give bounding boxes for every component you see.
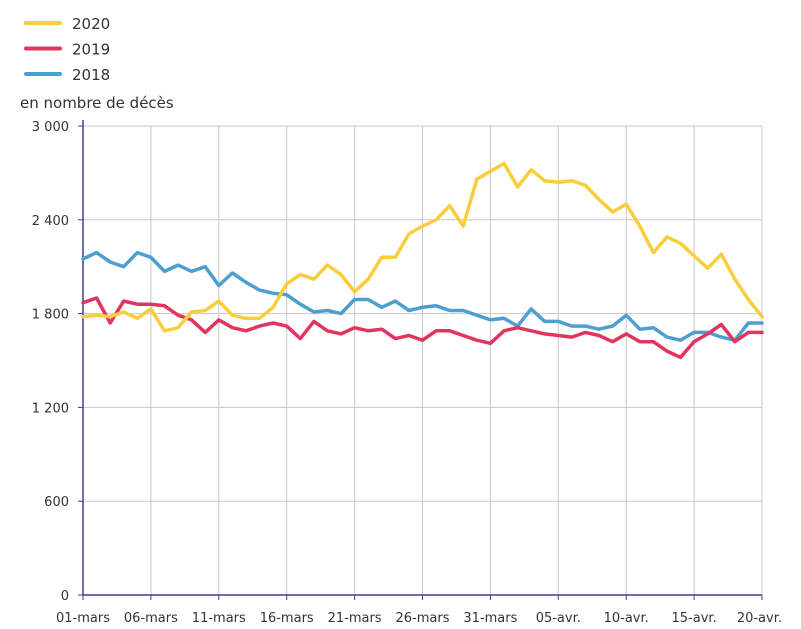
y-axis-label: en nombre de décès — [20, 94, 174, 112]
legend-label: 2019 — [72, 41, 110, 59]
axes — [82, 120, 762, 596]
legend-label: 2020 — [72, 15, 110, 33]
x-tick-label: 06-mars — [124, 611, 178, 626]
y-tick-label: 2 400 — [32, 214, 69, 229]
x-tick-label: 21-mars — [328, 611, 382, 626]
y-axis-ticks: 0 600 1 200 1 800 2 400 3 000 — [32, 120, 83, 604]
y-tick-label: 1 200 — [32, 401, 69, 416]
y-tick-label: 0 — [61, 589, 69, 604]
x-tick-label: 16-mars — [260, 611, 314, 626]
legend-label: 2018 — [72, 66, 110, 84]
x-tick-label: 05-avr. — [536, 611, 581, 626]
series-line-2018 — [81, 250, 764, 342]
x-tick-label: 01-mars — [56, 611, 110, 626]
series-line-2019 — [81, 296, 764, 360]
grid — [83, 125, 763, 595]
x-tick-label: 15-avr. — [672, 611, 717, 626]
x-tick-label: 31-mars — [463, 611, 517, 626]
x-tick-label: 20-avr. — [737, 611, 782, 626]
legend: 2020 2019 2018 — [24, 15, 110, 84]
series-line-2020 — [81, 161, 764, 333]
x-axis-ticks: 01-mars 06-mars 11-mars 16-mars 21-mars 26-ma… — [56, 595, 782, 626]
y-tick-label: 1 800 — [32, 308, 69, 323]
series-lines — [81, 161, 764, 360]
x-tick-label: 10-avr. — [604, 611, 649, 626]
y-tick-label: 3 000 — [32, 120, 69, 135]
y-tick-label: 600 — [44, 495, 69, 510]
x-tick-label: 11-mars — [192, 611, 246, 626]
x-tick-label: 26-mars — [396, 611, 450, 626]
